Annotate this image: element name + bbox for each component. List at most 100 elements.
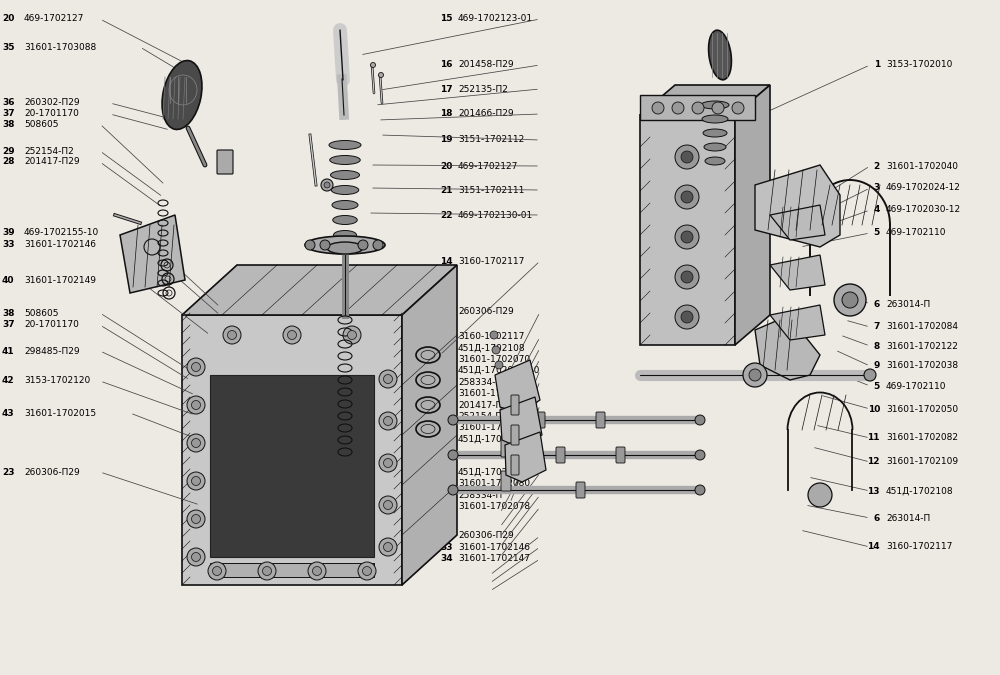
Circle shape bbox=[187, 358, 205, 376]
Text: 20: 20 bbox=[440, 161, 452, 171]
Circle shape bbox=[675, 225, 699, 249]
Circle shape bbox=[223, 326, 241, 344]
Text: 20-1701170: 20-1701170 bbox=[24, 109, 79, 118]
Text: 201466-П29: 201466-П29 bbox=[458, 109, 514, 118]
FancyBboxPatch shape bbox=[210, 563, 374, 577]
Text: 451Д-1702108: 451Д-1702108 bbox=[458, 435, 526, 444]
Circle shape bbox=[675, 265, 699, 289]
Text: 23: 23 bbox=[440, 531, 452, 541]
Text: 23: 23 bbox=[440, 307, 452, 317]
Text: 469-1702110: 469-1702110 bbox=[886, 228, 946, 238]
Circle shape bbox=[312, 566, 322, 576]
Text: 31601-1702084: 31601-1702084 bbox=[886, 322, 958, 331]
Circle shape bbox=[675, 145, 699, 169]
Circle shape bbox=[192, 439, 200, 448]
Text: 260306-П29: 260306-П29 bbox=[458, 307, 514, 317]
Circle shape bbox=[192, 514, 200, 524]
FancyBboxPatch shape bbox=[536, 412, 545, 428]
Text: 18: 18 bbox=[440, 109, 452, 118]
Circle shape bbox=[288, 331, 296, 340]
Circle shape bbox=[262, 566, 272, 576]
Circle shape bbox=[490, 331, 498, 339]
Circle shape bbox=[448, 450, 458, 460]
Circle shape bbox=[379, 454, 397, 472]
Circle shape bbox=[732, 102, 744, 114]
Text: 43: 43 bbox=[2, 408, 15, 418]
FancyBboxPatch shape bbox=[511, 395, 519, 415]
Text: 3151-1702111: 3151-1702111 bbox=[458, 186, 524, 195]
Text: 469-1702123-01: 469-1702123-01 bbox=[458, 14, 533, 24]
Text: 31601-1702015: 31601-1702015 bbox=[24, 408, 96, 418]
Ellipse shape bbox=[370, 63, 376, 68]
Circle shape bbox=[495, 361, 503, 369]
Text: 9: 9 bbox=[874, 361, 880, 371]
Circle shape bbox=[681, 191, 693, 203]
Text: 31601-1702142: 31601-1702142 bbox=[458, 423, 530, 433]
Text: 37: 37 bbox=[2, 109, 15, 118]
Text: 17: 17 bbox=[440, 84, 453, 94]
Text: 14: 14 bbox=[440, 331, 453, 341]
Circle shape bbox=[672, 102, 684, 114]
Text: 31601-1702149: 31601-1702149 bbox=[24, 276, 96, 286]
Polygon shape bbox=[770, 305, 825, 340]
Text: 469-1702110: 469-1702110 bbox=[886, 381, 946, 391]
Circle shape bbox=[283, 326, 301, 344]
Text: 13: 13 bbox=[440, 435, 452, 444]
Circle shape bbox=[258, 562, 276, 580]
Text: 260302-П29: 260302-П29 bbox=[24, 98, 80, 107]
Circle shape bbox=[695, 485, 705, 495]
Text: 3151-1702112: 3151-1702112 bbox=[458, 135, 524, 144]
Circle shape bbox=[192, 400, 200, 410]
Text: 298485-П29: 298485-П29 bbox=[24, 346, 80, 356]
Text: 31601-1702071: 31601-1702071 bbox=[458, 389, 530, 398]
Circle shape bbox=[192, 362, 200, 371]
Ellipse shape bbox=[704, 143, 726, 151]
FancyBboxPatch shape bbox=[511, 425, 519, 445]
Circle shape bbox=[692, 102, 704, 114]
Ellipse shape bbox=[378, 72, 384, 78]
Circle shape bbox=[384, 416, 392, 425]
Text: 31601-1702147: 31601-1702147 bbox=[458, 554, 530, 564]
Circle shape bbox=[384, 375, 392, 383]
Text: 33: 33 bbox=[2, 240, 14, 249]
Polygon shape bbox=[120, 215, 185, 293]
Circle shape bbox=[675, 305, 699, 329]
Text: 469-1702130-01: 469-1702130-01 bbox=[458, 211, 533, 220]
Text: 10: 10 bbox=[868, 404, 880, 414]
Circle shape bbox=[187, 510, 205, 528]
Circle shape bbox=[675, 185, 699, 209]
Text: 25: 25 bbox=[440, 468, 452, 477]
Text: 4: 4 bbox=[874, 205, 880, 214]
Circle shape bbox=[187, 396, 205, 414]
Text: 25: 25 bbox=[440, 366, 452, 375]
Circle shape bbox=[681, 271, 693, 283]
Text: 451Д-1702108: 451Д-1702108 bbox=[458, 343, 526, 352]
FancyBboxPatch shape bbox=[640, 95, 755, 120]
Text: 451Д-1702085-10: 451Д-1702085-10 bbox=[458, 468, 540, 477]
Circle shape bbox=[212, 566, 222, 576]
Circle shape bbox=[749, 369, 761, 381]
Text: 19: 19 bbox=[440, 135, 453, 144]
Text: 260306-П29: 260306-П29 bbox=[24, 468, 80, 477]
Polygon shape bbox=[735, 85, 770, 345]
Text: 23: 23 bbox=[2, 468, 14, 477]
Text: 26: 26 bbox=[440, 491, 452, 500]
Text: 29: 29 bbox=[440, 412, 453, 421]
FancyBboxPatch shape bbox=[576, 482, 585, 498]
Circle shape bbox=[681, 311, 693, 323]
Circle shape bbox=[492, 346, 500, 354]
Text: 31601-1702078: 31601-1702078 bbox=[458, 502, 530, 512]
Ellipse shape bbox=[334, 230, 356, 240]
Text: 16: 16 bbox=[440, 60, 452, 70]
Text: 7: 7 bbox=[874, 322, 880, 331]
Text: 6: 6 bbox=[874, 514, 880, 523]
FancyBboxPatch shape bbox=[217, 150, 233, 174]
Text: 263014-П: 263014-П bbox=[886, 300, 930, 309]
Text: 3160-1702117: 3160-1702117 bbox=[458, 331, 524, 341]
Ellipse shape bbox=[305, 236, 385, 254]
Circle shape bbox=[379, 538, 397, 556]
Text: 3160-1702117: 3160-1702117 bbox=[458, 256, 524, 266]
Text: 201417-П29: 201417-П29 bbox=[24, 157, 80, 167]
Circle shape bbox=[192, 477, 200, 485]
Text: 31601-1702122: 31601-1702122 bbox=[886, 342, 958, 351]
